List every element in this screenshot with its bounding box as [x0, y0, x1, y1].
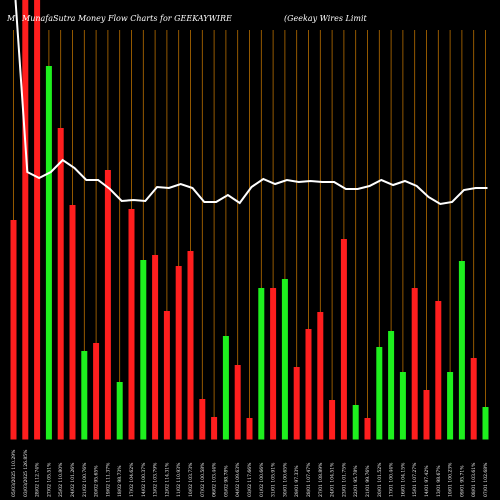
x-tick-label: 24/02 101.26% — [70, 462, 76, 497]
x-tick-label: 10/01 100.23% — [448, 462, 454, 497]
x-tick-label: 16/01 104.15% — [400, 462, 406, 497]
bar-6 — [69, 205, 76, 440]
x-tick-label: 28/01 107.47% — [306, 462, 312, 497]
bar-35 — [411, 288, 418, 440]
bar-7 — [81, 351, 88, 440]
x-tick-labels: 05/03/2025 110.29% 03/03/2025 126.85% 28/0… — [11, 449, 489, 497]
x-tick-label: 18/02 98.73% — [117, 465, 123, 497]
x-tick-label: 13/02 103.79% — [153, 462, 159, 497]
bar-24 — [281, 279, 288, 440]
x-tick-label: 07/02 100.58% — [200, 462, 206, 497]
bar-38 — [447, 372, 454, 440]
bar-40 — [470, 358, 477, 440]
x-tick-label: 31/01 105.91% — [271, 462, 277, 497]
bar-37 — [435, 301, 442, 440]
x-tick-label: 04/02 109.63% — [235, 462, 241, 497]
bar-36 — [423, 390, 430, 440]
bar-33 — [388, 331, 395, 440]
bar-10 — [116, 382, 123, 440]
x-tick-label: 22/01 95.78% — [353, 465, 359, 497]
x-tick-label: 08/01 103.61% — [471, 462, 477, 497]
x-tick-label: 27/02 105.51% — [46, 462, 52, 497]
bar-5 — [57, 128, 64, 440]
x-tick-label: 13/01 98.67% — [436, 465, 442, 497]
bar-8 — [93, 343, 100, 440]
x-tick-label: 27/01 108.89% — [318, 462, 324, 497]
bar-29 — [340, 239, 347, 440]
bar-15 — [175, 266, 182, 440]
x-tick-label: 23/01 101.75% — [341, 462, 347, 497]
x-tick-label: 28/02 112.74% — [35, 462, 41, 497]
x-tick-label: 25/02 110.80% — [58, 462, 64, 497]
bar-2 — [22, 0, 29, 440]
x-tick-label: 05/02 98.78% — [223, 465, 229, 497]
bar-41 — [482, 407, 489, 440]
bar-1 — [10, 220, 17, 440]
x-tick-label: 21/02 100.76% — [82, 462, 88, 497]
bar-28 — [329, 400, 336, 440]
bar-25 — [293, 367, 300, 440]
x-tick-label: 30/01 100.65% — [282, 462, 288, 497]
x-tick-label: 29/01 97.33% — [294, 465, 300, 497]
chart-title: MunafaSutra Money Flow Charts for GEEKAY… — [21, 14, 232, 23]
bar-32 — [376, 347, 383, 440]
x-tick-label: 12/02 114.31% — [164, 462, 170, 497]
bar-12 — [140, 260, 147, 440]
bar-34 — [399, 372, 406, 440]
x-tick-label: 05/03/2025 110.29% — [11, 449, 17, 497]
x-tick-label: 03/03/2025 126.85% — [23, 449, 29, 497]
bar-23 — [270, 288, 277, 440]
bar-20 — [234, 365, 241, 440]
bar-19 — [222, 336, 229, 440]
x-tick-label: 17/01 100.44% — [389, 462, 395, 497]
x-tick-label: 14/02 100.37% — [141, 462, 147, 497]
bar-series — [10, 0, 489, 440]
x-tick-label: 01/02 100.66% — [259, 462, 265, 497]
x-tick-label: 11/02 110.93% — [176, 462, 182, 497]
bar-13 — [152, 255, 159, 440]
bar-18 — [211, 417, 218, 440]
bar-11 — [128, 209, 135, 440]
bar-22 — [258, 288, 265, 440]
bar-17 — [199, 399, 206, 440]
bar-16 — [187, 251, 194, 440]
x-tick-label: 06/02 103.44% — [212, 462, 218, 497]
x-tick-label: 07/01 102.68% — [483, 462, 489, 497]
chart-subtitle: (Geekay Wires Limit — [284, 14, 368, 23]
x-tick-label: 10/02 103.73% — [188, 462, 194, 497]
x-tick-label: 20/02 95.65% — [94, 465, 100, 497]
bar-9 — [104, 170, 111, 440]
bar-14 — [163, 311, 170, 440]
x-tick-label: 17/02 104.62% — [129, 462, 135, 497]
bar-21 — [246, 418, 253, 440]
bar-3 — [34, 0, 41, 440]
bar-30 — [352, 405, 359, 440]
x-tick-label: 20/01 101.52% — [377, 462, 383, 497]
x-tick-label: 21/01 99.76% — [365, 465, 371, 497]
chart-title-clipped: M — [6, 14, 16, 23]
bar-27 — [317, 312, 324, 440]
bar-39 — [458, 261, 465, 440]
x-tick-label: 09/01 95.71% — [459, 465, 465, 497]
x-tick-label: 03/02 117.66% — [247, 462, 253, 497]
bar-31 — [364, 418, 371, 440]
bar-4 — [45, 66, 52, 440]
money-flow-line — [14, 0, 488, 206]
x-tick-label: 24/01 104.51% — [330, 462, 336, 497]
x-tick-label: 14/01 97.42% — [424, 465, 430, 497]
x-tick-label: 15/01 107.27% — [412, 462, 418, 497]
bar-26 — [305, 329, 312, 440]
money-flow-line-path — [14, 0, 488, 206]
x-tick-label: 19/02 111.37% — [105, 462, 111, 497]
